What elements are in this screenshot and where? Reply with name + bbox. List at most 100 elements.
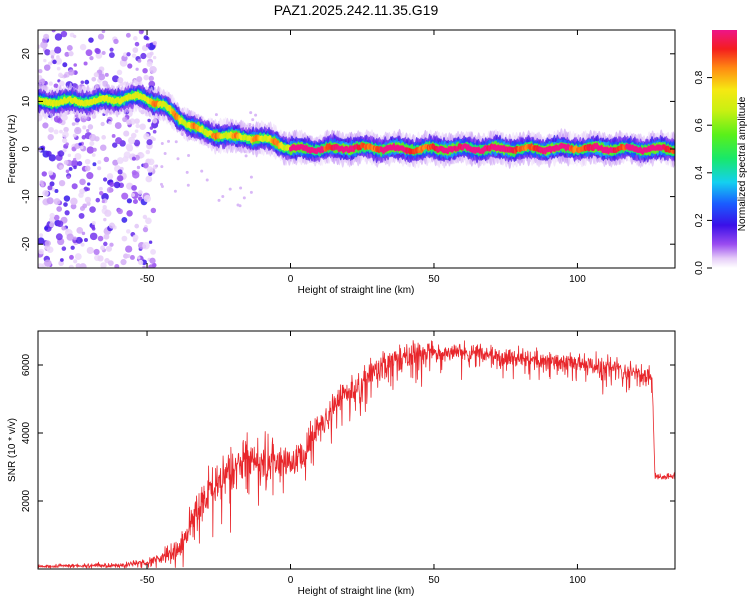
- spectrogram-noise-cell: [138, 259, 144, 266]
- spectrogram-noise-cell: [88, 133, 97, 142]
- spectrogram-noise-cell: [54, 46, 62, 54]
- spectrogram-noise-cell: [97, 160, 102, 165]
- snr-y-tick-label: 6000: [21, 353, 32, 376]
- spectrogram-x-tick-label: -50: [140, 274, 155, 285]
- spectrogram-noise-cell: [145, 175, 153, 183]
- spectrogram-noise-cell: [101, 199, 105, 204]
- spectrogram-noise-cell: [42, 189, 49, 197]
- colorbar-ticks: 0.0 0.2 0.4 0.6 0.8: [694, 70, 712, 275]
- spectrogram-noise-cell: [84, 165, 91, 172]
- spectrogram-noise-cell: [86, 172, 94, 180]
- spectrogram-noise-cell: [100, 245, 106, 251]
- spectrogram-noise-cell: [47, 61, 53, 66]
- spectrogram-noise-cell: [131, 156, 136, 161]
- spectrogram-noise-cell: [143, 35, 149, 41]
- spectrogram-noise-cell: [95, 48, 101, 55]
- snr-y-tick-label: 2000: [21, 489, 32, 512]
- spectrogram-x-tick-label: 50: [428, 274, 440, 285]
- spectrogram-noise-cell: [40, 183, 45, 187]
- spectrogram-noise-cell: [49, 181, 55, 187]
- spectrogram-noise-cell: [93, 248, 100, 255]
- spectrogram-noise-cell: [117, 77, 124, 84]
- spectrogram-noise-cell: [146, 139, 153, 146]
- snr-y-ticks: 2000 4000 6000: [21, 353, 675, 512]
- spectrogram-noise-cell: [60, 258, 64, 262]
- spectrogram-noise-cell: [80, 145, 84, 150]
- spectrogram-noise-cell: [79, 43, 87, 51]
- colorbar-tick-label: 0.6: [694, 118, 705, 132]
- spectrogram-noise-cell: [173, 189, 177, 193]
- spectrogram-noise-cell: [127, 63, 133, 69]
- spectrogram-noise-cell: [98, 186, 103, 191]
- spectrogram-noise-cell: [53, 198, 61, 205]
- snr-x-tick-label: -50: [140, 575, 155, 586]
- spectrogram-noise-cell: [45, 150, 52, 157]
- spectrogram-noise-cell: [74, 152, 82, 160]
- spectrogram-noise-cell: [126, 210, 133, 217]
- spectrogram-noise-cell: [68, 51, 74, 57]
- spectrogram-noise-cell: [42, 122, 49, 129]
- spectrogram-noise-cell: [135, 123, 140, 129]
- spectrogram-noise-cell: [142, 241, 150, 250]
- spectrogram-noise-cell: [121, 60, 126, 66]
- spectrogram-noise-cell: [46, 246, 54, 254]
- spectrogram-noise-cell: [103, 233, 110, 240]
- spectrogram-noise-cell: [106, 173, 114, 180]
- spectrogram-noise-cell: [152, 40, 157, 46]
- spectrogram-noise-cell: [131, 192, 136, 197]
- colorbar-tick-label: 0.2: [694, 213, 705, 227]
- spectrogram-noise-cell: [98, 73, 106, 81]
- colorbar-tick-label: 0.0: [694, 261, 705, 275]
- spectrogram-noise-cell: [57, 150, 65, 157]
- spectrogram-noise-cell: [48, 154, 56, 162]
- spectrogram-noise-cell: [152, 137, 156, 141]
- spectrogram-noise-cell: [92, 162, 97, 167]
- snr-background: [38, 331, 675, 569]
- spectrogram-noise-cell: [71, 183, 78, 190]
- spectrogram-noise-cell: [80, 242, 85, 247]
- spectrogram-noise-cell: [131, 53, 137, 58]
- spectrogram-noise-cell: [103, 241, 108, 247]
- spectrogram-noise-cell: [103, 156, 110, 163]
- spectrogram-noise-cell: [81, 231, 86, 236]
- spectrogram-noise-cell: [200, 169, 204, 173]
- spectrogram-noise-cell: [107, 260, 114, 267]
- spectrogram-noise-cell: [84, 79, 90, 85]
- spectrogram-noise-cell: [44, 240, 51, 247]
- spectrogram-noise-cell: [160, 165, 164, 169]
- spectrogram-noise-cell: [43, 64, 51, 71]
- spectrogram-noise-cell: [80, 80, 85, 85]
- spectrogram-noise-cell: [100, 121, 105, 127]
- spectrogram-noise-cell: [102, 204, 107, 210]
- spectrogram-noise-cell: [148, 75, 154, 82]
- snr-x-label: Height of straight line (km): [298, 586, 415, 597]
- spectrogram-noise-cell: [102, 177, 108, 182]
- spectrogram-noise-cell: [122, 155, 129, 163]
- spectrogram-noise-cell: [38, 248, 44, 255]
- spectrogram-noise-cell: [127, 136, 136, 145]
- spectrogram-noise-cell: [131, 185, 137, 191]
- spectrogram-noise-cell: [75, 263, 81, 268]
- spectrogram-noise-cell: [39, 233, 44, 238]
- spectrogram-noise-cell: [145, 149, 151, 155]
- spectrogram-noise-cell: [84, 196, 92, 203]
- spectrogram-noise-cell: [115, 137, 123, 145]
- spectrogram-noise-cell: [159, 182, 163, 186]
- spectrogram-noise-cell: [145, 43, 150, 48]
- snr-x-tick-label: 0: [288, 575, 294, 586]
- spectrogram-noise-cell: [126, 119, 132, 125]
- spectrogram-noise-cell: [101, 30, 106, 34]
- spectrogram-noise-cell: [116, 157, 124, 164]
- spectrogram-panel: -50 0 50 100 -20 -10 0 10 20 Height of straight…: [7, 29, 676, 296]
- spectrogram-noise-cell: [140, 52, 147, 60]
- spectrogram-noise-cell: [137, 190, 143, 195]
- snr-y-tick-label: 4000: [21, 421, 32, 444]
- spectrogram-noise-cell: [105, 245, 113, 252]
- spectrogram-noise-cell: [242, 196, 246, 200]
- spectrogram-noise-cell: [97, 33, 105, 40]
- spectrogram-noise-cell: [152, 55, 157, 60]
- spectrogram-noise-cell: [120, 258, 127, 266]
- spectrogram-noise-cell: [133, 36, 138, 41]
- spectrogram-noise-cell: [63, 195, 71, 202]
- spectrogram-noise-cell: [146, 166, 154, 173]
